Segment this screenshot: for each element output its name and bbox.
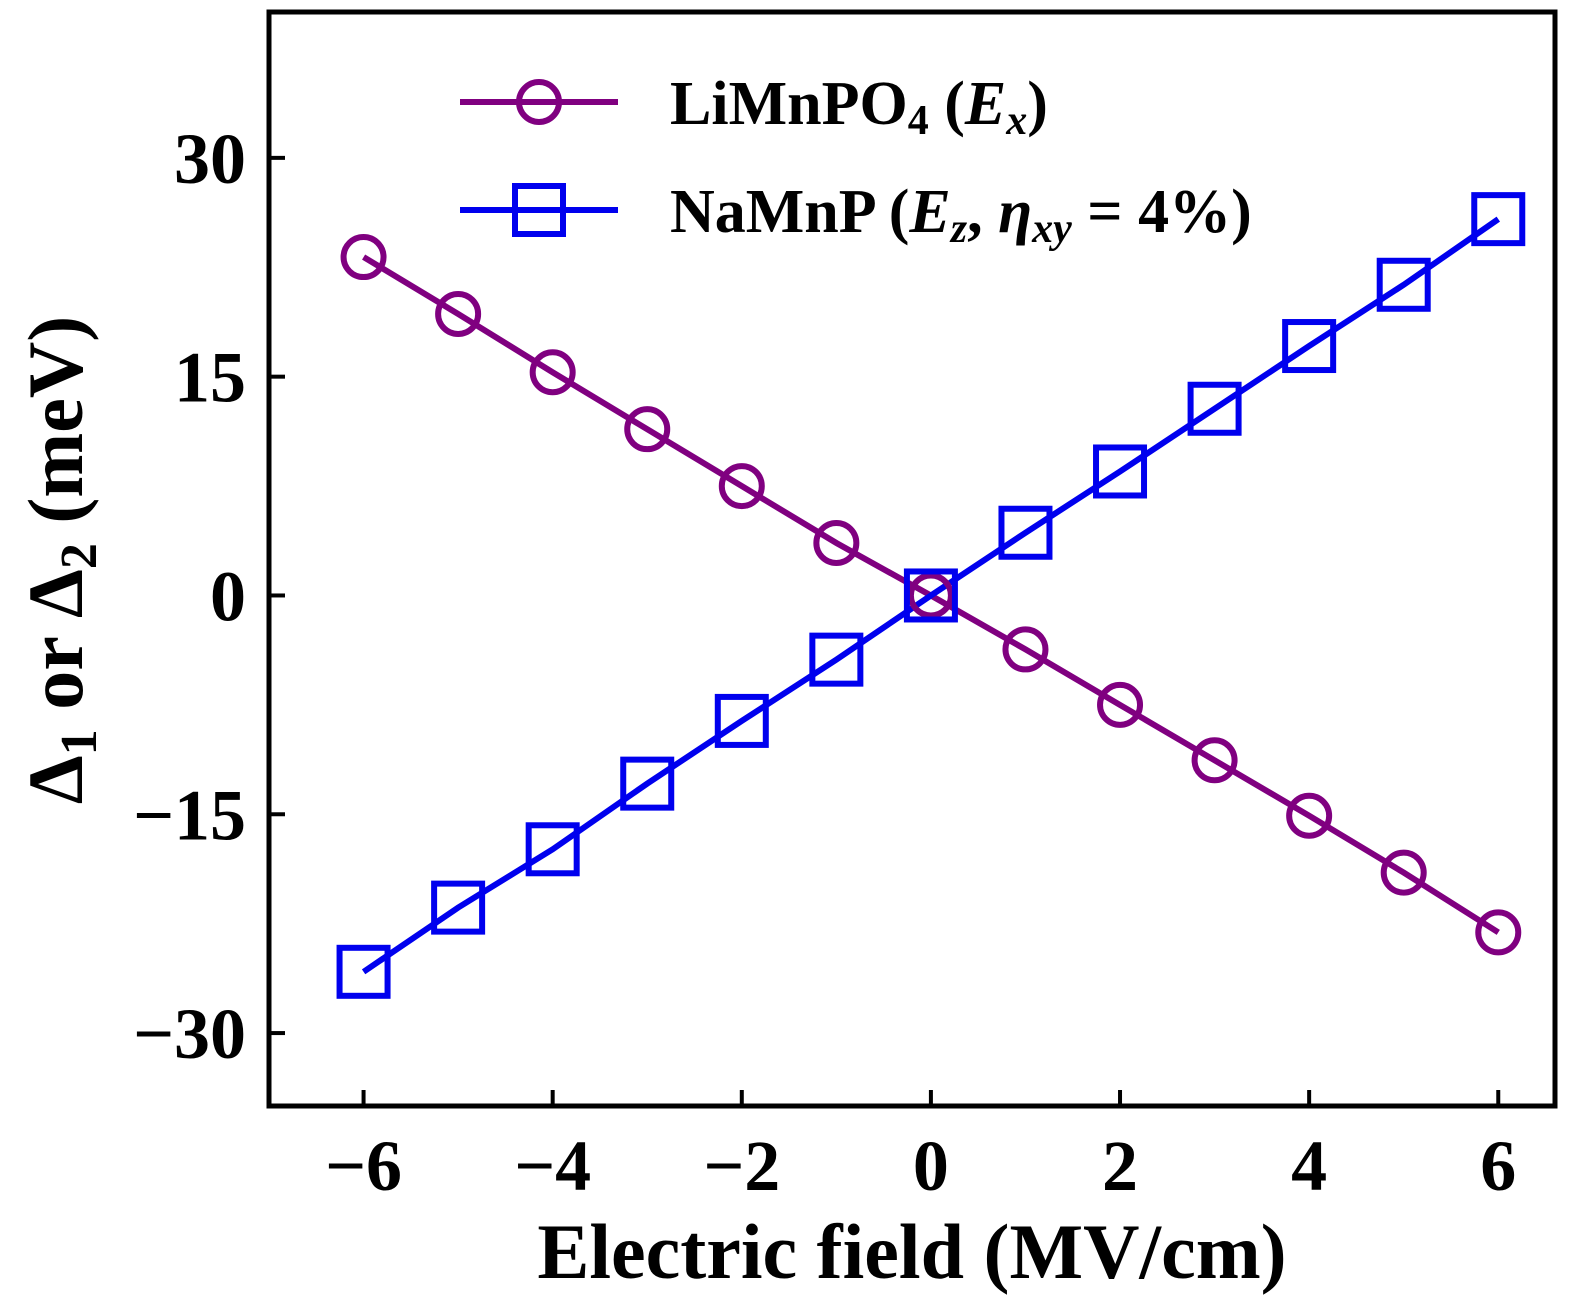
data-point-s0-5 xyxy=(813,519,860,566)
data-point-s0-8 xyxy=(1097,681,1144,728)
data-point-s1-9 xyxy=(1187,381,1242,436)
x-tick-label: −4 xyxy=(514,1126,591,1206)
legend: LiMnPO4 (Ex) NaMnP (Ez, ηxy = 4%) xyxy=(460,70,1252,252)
plot-marks xyxy=(336,192,1526,999)
data-point-s1-2 xyxy=(525,822,580,877)
x-tick-label: 2 xyxy=(1102,1126,1138,1206)
legend-marker-limnpo4 xyxy=(516,79,562,125)
legend-label-limnpo4: LiMnPO4 (Ex) xyxy=(670,70,1048,144)
y-tick-label: −30 xyxy=(133,994,246,1074)
data-point-s0-3 xyxy=(624,406,671,453)
axis-ticks: −6 −4 −2 0 2 4 6 −30 −15 0 15 30 xyxy=(133,119,1516,1206)
data-point-s1-6 xyxy=(903,568,958,623)
data-point-s0-4 xyxy=(718,463,765,510)
y-axis-title: Δ1 or Δ2 (meV) xyxy=(12,316,108,804)
data-point-s1-4 xyxy=(714,693,769,748)
y-tick-label: 0 xyxy=(210,556,246,636)
y-tick-label: 30 xyxy=(174,119,246,199)
data-point-s0-11 xyxy=(1380,849,1427,896)
x-tick-label: 4 xyxy=(1291,1126,1327,1206)
data-point-s0-10 xyxy=(1286,792,1333,839)
plot-frame xyxy=(266,9,1558,1109)
data-point-s1-12 xyxy=(1471,192,1526,247)
data-point-s0-6 xyxy=(907,572,954,619)
x-tick-label: 0 xyxy=(913,1126,949,1206)
x-tick-label: −2 xyxy=(703,1126,780,1206)
data-point-s1-0 xyxy=(336,944,391,999)
data-point-s0-7 xyxy=(1002,626,1049,673)
legend-label-namnp: NaMnP (Ez, ηxy = 4%) xyxy=(670,178,1252,252)
data-point-s1-7 xyxy=(998,505,1053,560)
data-point-s0-2 xyxy=(529,349,576,396)
data-point-s1-11 xyxy=(1376,257,1431,312)
data-point-s1-10 xyxy=(1282,319,1337,374)
data-point-s1-1 xyxy=(431,880,486,935)
x-tick-label: 6 xyxy=(1480,1126,1516,1206)
series-line-1 xyxy=(361,216,1501,975)
data-point-s1-3 xyxy=(620,756,675,811)
y-tick-label: 15 xyxy=(174,338,246,418)
data-point-s0-12 xyxy=(1475,909,1522,956)
data-point-s0-1 xyxy=(435,290,482,337)
data-point-s1-5 xyxy=(809,632,864,687)
x-axis-title: Electric field (MV/cm) xyxy=(537,1208,1286,1295)
legend-marker-namnp xyxy=(512,183,566,237)
y-tick-label: −15 xyxy=(133,775,246,855)
x-tick-label: −6 xyxy=(325,1126,402,1206)
data-point-s1-8 xyxy=(1093,444,1148,499)
data-point-s0-9 xyxy=(1191,737,1238,784)
data-point-s0-0 xyxy=(340,234,387,281)
